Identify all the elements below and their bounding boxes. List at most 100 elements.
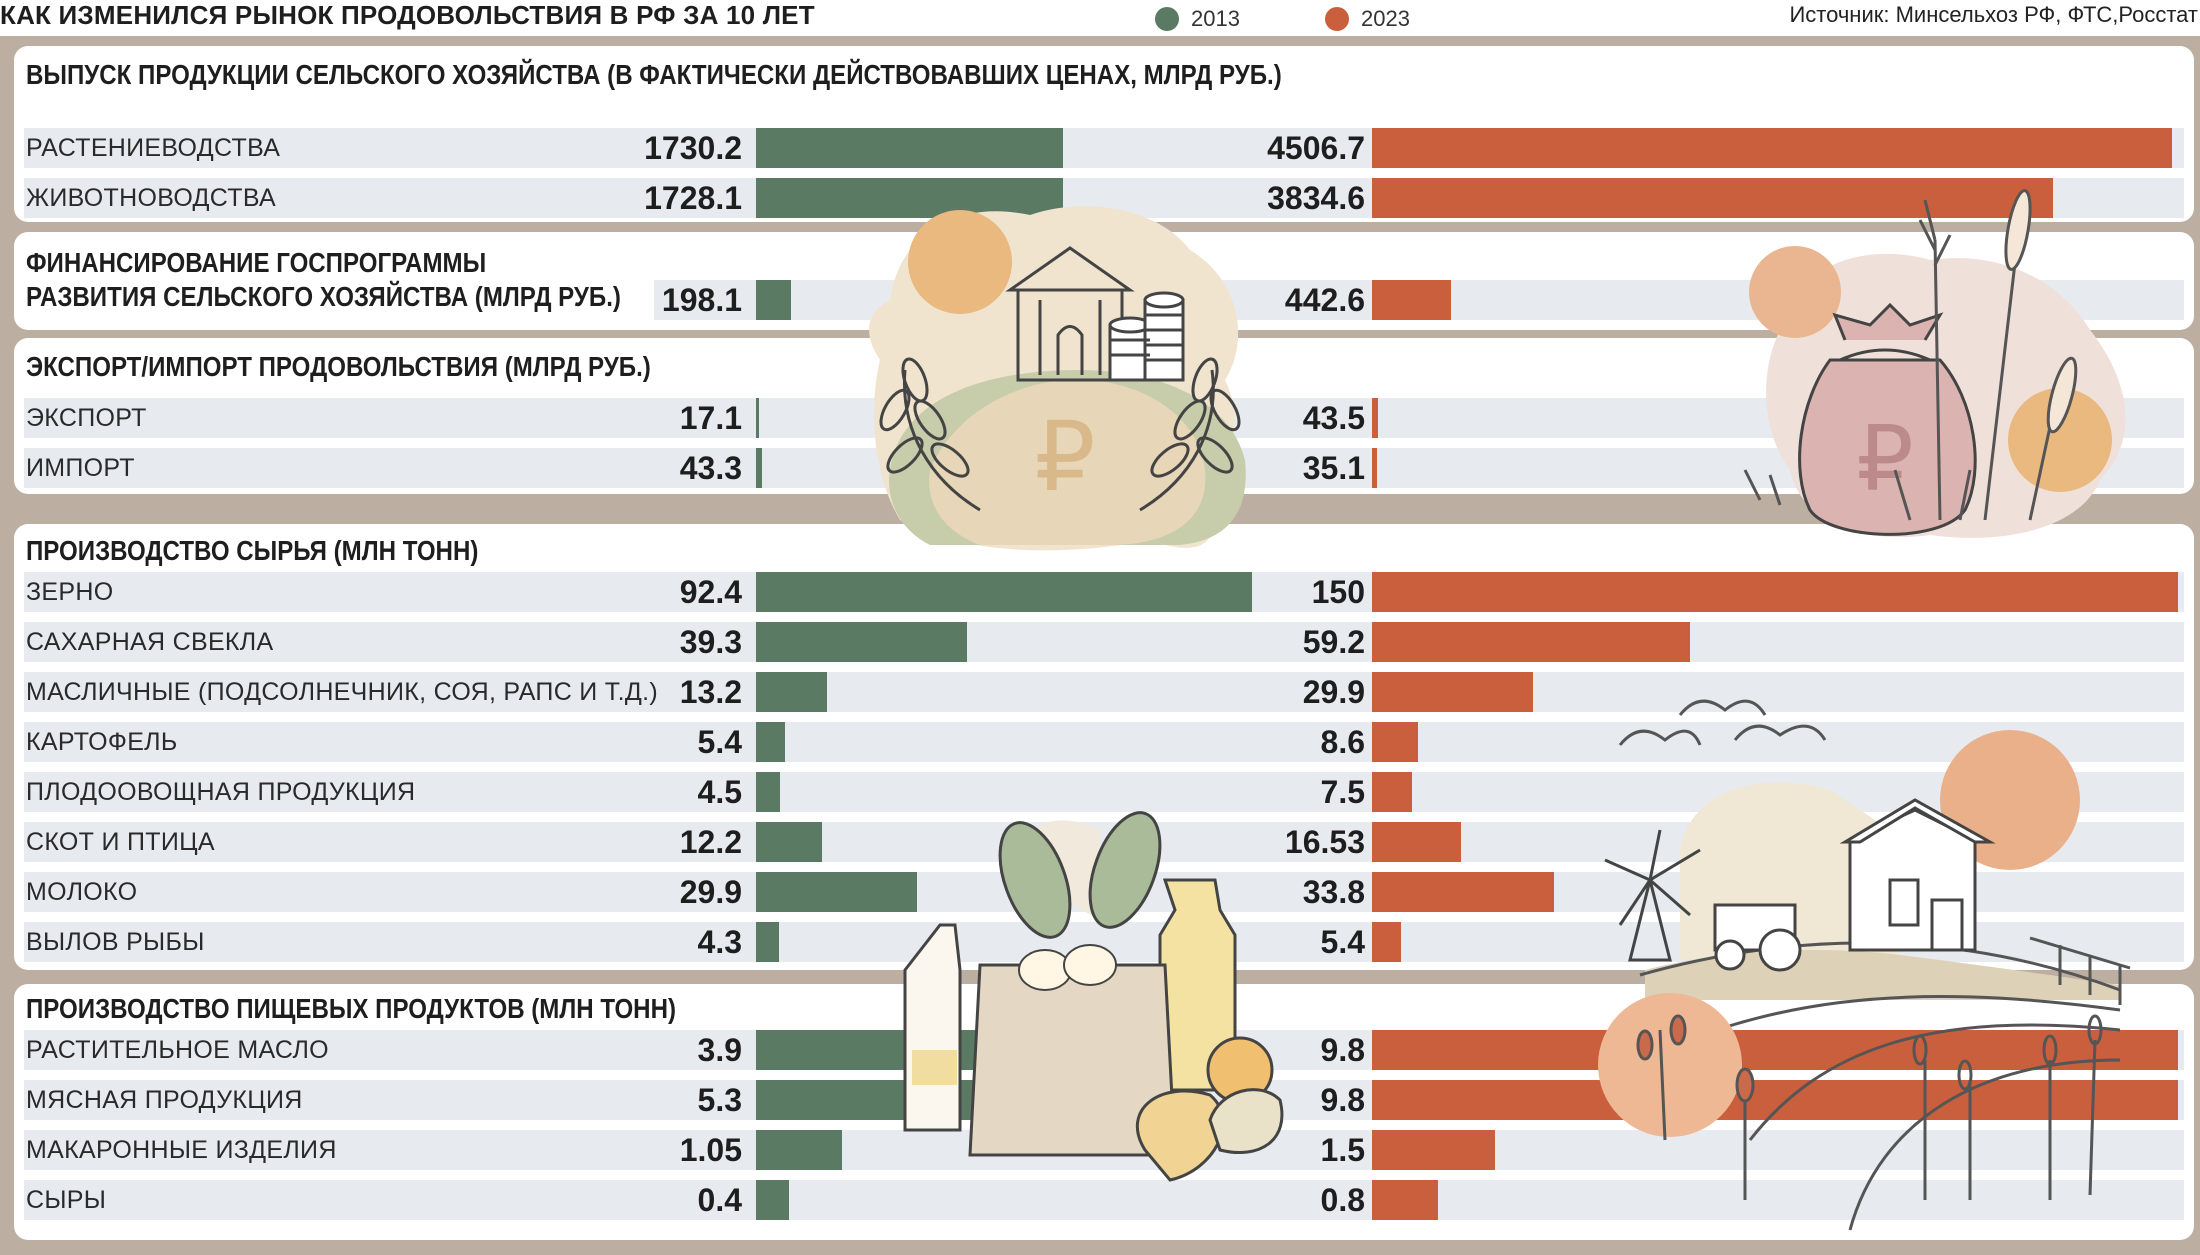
section-panel-3: ПРОИЗВОДСТВО СЫРЬЯ (МЛН ТОНН) ЗЕРНО 92.4 15…	[14, 524, 2194, 970]
value-label-2013: 17.1	[679, 400, 742, 436]
value-label-2023: 3834.6	[1267, 180, 1365, 216]
row-band	[24, 872, 2184, 912]
bar-2023	[1372, 1080, 2178, 1120]
value-label-2023: 59.2	[1302, 624, 1365, 660]
bar-2013	[756, 772, 781, 812]
value-label-2013: 5.3	[697, 1082, 742, 1118]
section-title: ВЫПУСК ПРОДУКЦИИ СЕЛЬСКОГО ХОЗЯЙСТВА (В …	[26, 59, 1282, 90]
bar-2023	[1372, 448, 1377, 488]
row-label: ПЛОДООВОЩНАЯ ПРОДУКЦИЯ	[26, 778, 416, 806]
bar-2023	[1372, 922, 1402, 962]
row-label: РАСТИТЕЛЬНОЕ МАСЛО	[26, 1036, 329, 1064]
bar-2013	[756, 280, 792, 320]
section-panel-1: ФИНАНСИРОВАНИЕ ГОСПРОГРАММЫ РАЗВИТИЯ СЕЛ…	[14, 232, 2194, 330]
bar-2023	[1372, 772, 1413, 812]
value-label-2023: 442.6	[1284, 282, 1365, 318]
row-band	[24, 1180, 2184, 1220]
value-label-2023: 0.8	[1320, 1182, 1365, 1218]
bar-2023	[1372, 672, 1533, 712]
bar-2023	[1372, 622, 1691, 662]
section-title: ПРОИЗВОДСТВО СЫРЬЯ (МЛН ТОНН)	[26, 535, 479, 566]
legend-label-2023: 2023	[1361, 6, 1410, 31]
bar-2023	[1372, 722, 1419, 762]
row-label: ЖИВОТНОВОДСТВА	[26, 184, 277, 212]
header-bar: КАК ИЗМЕНИЛСЯ РЫНОК ПРОДОВОЛЬСТВИЯ В РФ …	[0, 0, 2200, 36]
bar-2023	[1372, 178, 2053, 218]
value-label-2013: 12.2	[679, 824, 742, 860]
bar-2023	[1372, 872, 1554, 912]
row-band	[24, 398, 2184, 438]
bar-2013	[756, 622, 968, 662]
value-label-2023: 16.53	[1284, 824, 1365, 860]
row-label: МЯСНАЯ ПРОДУКЦИЯ	[26, 1086, 303, 1114]
value-label-2013: 1728.1	[644, 180, 742, 216]
bar-2023	[1372, 572, 2178, 612]
value-label-2013: 39.3	[679, 624, 742, 660]
value-label-2013: 13.2	[679, 674, 742, 710]
section-title: ФИНАНСИРОВАНИЕ ГОСПРОГРАММЫ РАЗВИТИЯ СЕЛ…	[26, 247, 621, 312]
value-label-2013: 198.1	[661, 282, 742, 318]
legend-item-2023: 2023	[1325, 4, 1410, 34]
legend-swatch-2013	[1155, 7, 1179, 31]
row-band	[24, 722, 2184, 762]
value-label-2013: 1730.2	[644, 130, 742, 166]
bar-2013	[756, 448, 763, 488]
value-label-2023: 9.8	[1320, 1082, 1365, 1118]
row-label: ИМПОРТ	[26, 454, 135, 482]
row-label: ВЫЛОВ РЫБЫ	[26, 928, 205, 956]
bar-2013	[756, 128, 1064, 168]
value-label-2023: 4506.7	[1267, 130, 1365, 166]
row-label: МАКАРОННЫЕ ИЗДЕЛИЯ	[26, 1136, 337, 1164]
bar-2013	[756, 872, 917, 912]
row-label: МОЛОКО	[26, 878, 138, 906]
value-label-2013: 0.4	[697, 1182, 742, 1218]
source-note: Источник: Минсельхоз РФ, ФТС,Росстат	[1789, 2, 2198, 27]
bar-2023	[1372, 1130, 1496, 1170]
value-label-2023: 8.6	[1320, 724, 1365, 760]
bar-2013	[756, 1180, 789, 1220]
value-label-2013: 29.9	[679, 874, 742, 910]
value-label-2023: 35.1	[1302, 450, 1365, 486]
value-label-2013: 4.3	[697, 924, 742, 960]
row-band	[24, 1130, 2184, 1170]
row-band	[24, 672, 2184, 712]
row-band	[24, 448, 2184, 488]
value-label-2013: 5.4	[697, 724, 742, 760]
value-label-2023: 5.4	[1320, 924, 1365, 960]
value-label-2013: 92.4	[679, 574, 742, 610]
section-panel-2: ЭКСПОРТ/ИМПОРТ ПРОДОВОЛЬСТВИЯ (МЛРД РУБ.…	[14, 338, 2194, 494]
row-label: ЭКСПОРТ	[26, 404, 147, 432]
value-label-2013: 1.05	[679, 1132, 742, 1168]
legend-swatch-2023	[1325, 7, 1349, 31]
bar-2013	[756, 572, 1253, 612]
bar-2023	[1372, 822, 1461, 862]
value-label-2023: 43.5	[1302, 400, 1365, 436]
bar-2023	[1372, 398, 1379, 438]
row-label: РАСТЕНИЕВОДСТВА	[26, 134, 281, 162]
bar-2013	[756, 822, 822, 862]
bar-2023	[1372, 280, 1451, 320]
value-label-2023: 7.5	[1320, 774, 1365, 810]
legend-label-2013: 2013	[1191, 6, 1240, 31]
bar-2013	[756, 178, 1063, 218]
bar-2013	[756, 398, 759, 438]
page-title: КАК ИЗМЕНИЛСЯ РЫНОК ПРОДОВОЛЬСТВИЯ В РФ …	[0, 0, 815, 30]
bar-2013	[756, 722, 786, 762]
value-label-2013: 43.3	[679, 450, 742, 486]
bar-2023	[1372, 1030, 2178, 1070]
section-title: ПРОИЗВОДСТВО ПИЩЕВЫХ ПРОДУКТОВ (МЛН ТОНН…	[26, 993, 676, 1024]
row-label: ЗЕРНО	[26, 578, 114, 606]
row-label: СКОТ И ПТИЦА	[26, 828, 215, 856]
bar-2013	[756, 1080, 1192, 1120]
bar-2023	[1372, 1180, 1438, 1220]
bar-2023	[1372, 128, 2172, 168]
row-band	[24, 922, 2184, 962]
section-panel-4: ПРОИЗВОДСТВО ПИЩЕВЫХ ПРОДУКТОВ (МЛН ТОНН…	[14, 984, 2194, 1240]
row-label: МАСЛИЧНЫЕ (ПОДСОЛНЕЧНИК, СОЯ, РАПС И Т.Д…	[26, 678, 658, 706]
row-label: САХАРНАЯ СВЕКЛА	[26, 628, 274, 656]
value-label-2023: 29.9	[1302, 674, 1365, 710]
value-label-2023: 1.5	[1320, 1132, 1365, 1168]
section-title: ЭКСПОРТ/ИМПОРТ ПРОДОВОЛЬСТВИЯ (МЛРД РУБ.…	[26, 351, 651, 382]
row-label: КАРТОФЕЛЬ	[26, 728, 178, 756]
value-label-2013: 3.9	[697, 1032, 742, 1068]
